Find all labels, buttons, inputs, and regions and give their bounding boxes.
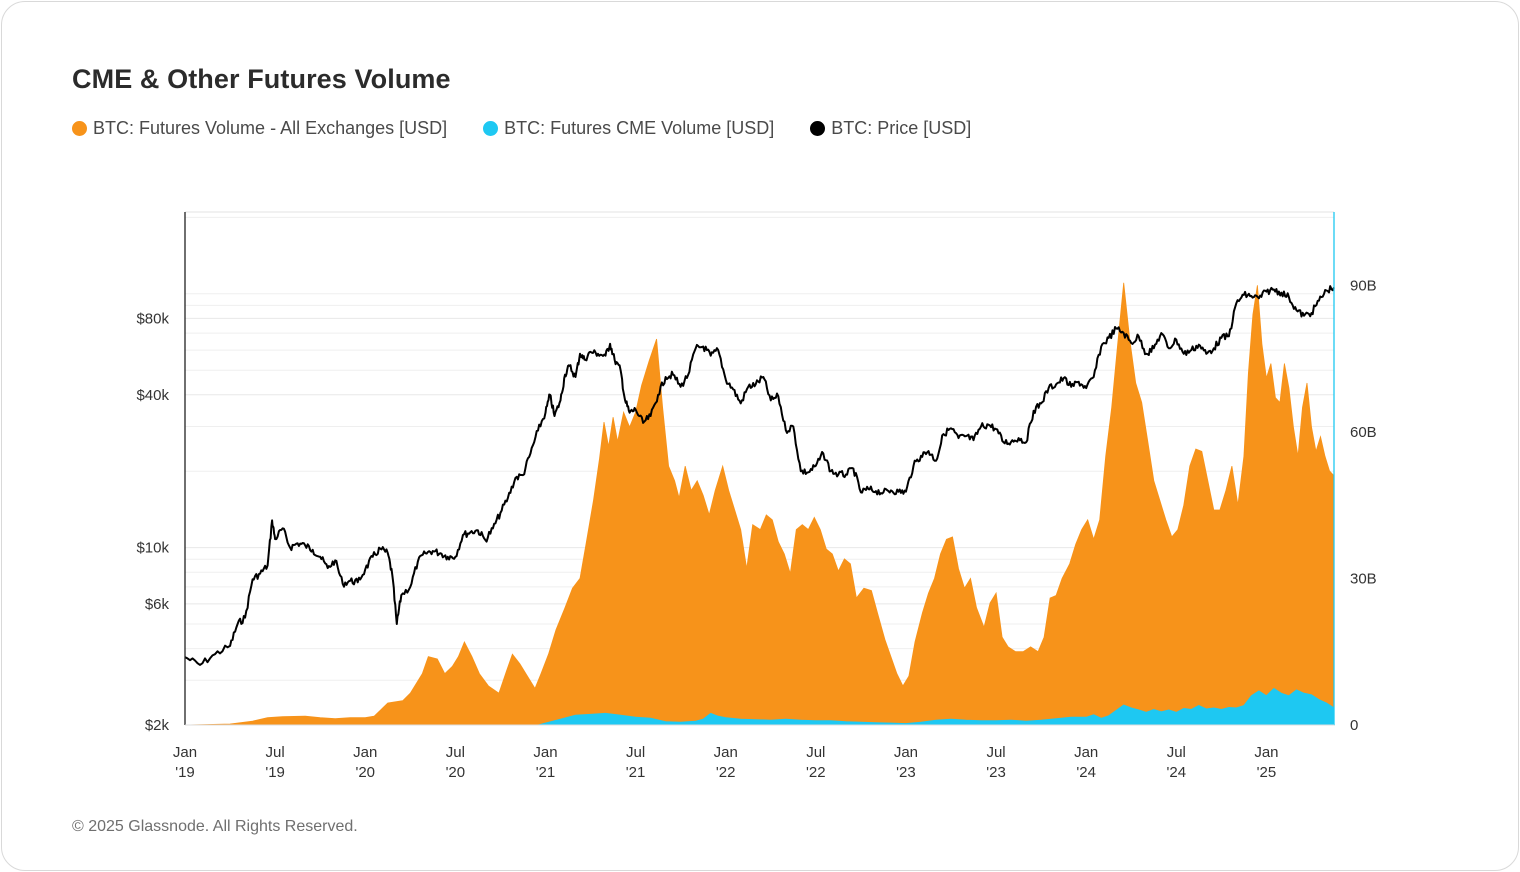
right-axis-tick-label: 60B xyxy=(1350,424,1377,441)
chart-title: CME & Other Futures Volume xyxy=(72,64,451,94)
x-axis-tick-month: Jul xyxy=(446,744,465,761)
x-axis-tick-year: '24 xyxy=(1167,764,1187,781)
x-axis-tick-year: '21 xyxy=(626,764,646,781)
series-area-all-exchanges xyxy=(184,282,1335,726)
left-axis-tick-label: $40k xyxy=(136,387,169,404)
x-axis-tick-month: Jul xyxy=(806,744,825,761)
right-axis-tick-label: 90B xyxy=(1350,277,1377,294)
legend-label-cme: BTC: Futures CME Volume [USD] xyxy=(504,118,775,138)
legend-item-all-exchanges[interactable]: BTC: Futures Volume - All Exchanges [USD… xyxy=(72,118,447,139)
x-axis-tick-month: Jul xyxy=(1167,744,1186,761)
x-axis-tick-month: Jan xyxy=(714,744,738,761)
copyright-footer: © 2025 Glassnode. All Rights Reserved. xyxy=(72,818,358,835)
x-axis-tick-year: '23 xyxy=(896,764,916,781)
x-axis-tick-month: Jul xyxy=(266,744,285,761)
legend-label-all-exchanges: BTC: Futures Volume - All Exchanges [USD… xyxy=(93,118,448,138)
x-axis-tick-month: Jan xyxy=(173,744,197,761)
x-axis-tick-year: '22 xyxy=(806,764,826,781)
left-axis-tick-label: $10k xyxy=(136,540,169,557)
left-axis-tick-label: $80k xyxy=(136,310,169,327)
legend-dot-orange-icon xyxy=(72,121,87,136)
x-axis-tick-month: Jul xyxy=(626,744,645,761)
x-axis-tick-year: '19 xyxy=(265,764,285,781)
x-axis-tick-year: '24 xyxy=(1076,764,1096,781)
x-axis-tick-month: Jul xyxy=(986,744,1005,761)
legend-dot-black-icon xyxy=(810,121,826,136)
left-axis-tick-label: $2k xyxy=(145,717,170,734)
legend-dot-blue-icon xyxy=(483,121,499,136)
legend-label-price: BTC: Price [USD] xyxy=(831,118,972,138)
x-axis-tick-month: Jan xyxy=(1254,744,1278,761)
right-axis-tick-label: 0 xyxy=(1350,717,1358,734)
series-area-cme xyxy=(185,687,1335,726)
x-axis-tick-year: '22 xyxy=(716,764,736,781)
x-axis-tick-month: Jan xyxy=(894,744,918,761)
x-axis-tick-year: '20 xyxy=(446,764,466,781)
x-axis-tick-year: '19 xyxy=(175,764,195,781)
x-axis-tick-year: '20 xyxy=(355,764,375,781)
legend: BTC: Futures Volume - All Exchanges [USD… xyxy=(72,118,1007,139)
x-axis-tick-year: '25 xyxy=(1257,764,1277,781)
legend-item-price[interactable]: BTC: Price [USD] xyxy=(810,118,971,139)
x-axis-tick-month: Jan xyxy=(1074,744,1098,761)
x-axis-tick-month: Jan xyxy=(533,744,557,761)
left-axis-tick-label: $6k xyxy=(145,596,170,613)
legend-item-cme[interactable]: BTC: Futures CME Volume [USD] xyxy=(483,118,774,139)
right-axis-tick-label: 30B xyxy=(1350,570,1377,587)
x-axis-tick-year: '21 xyxy=(536,764,556,781)
series-line-price xyxy=(184,285,1335,666)
x-axis-tick-year: '23 xyxy=(986,764,1006,781)
x-axis-tick-month: Jan xyxy=(353,744,377,761)
